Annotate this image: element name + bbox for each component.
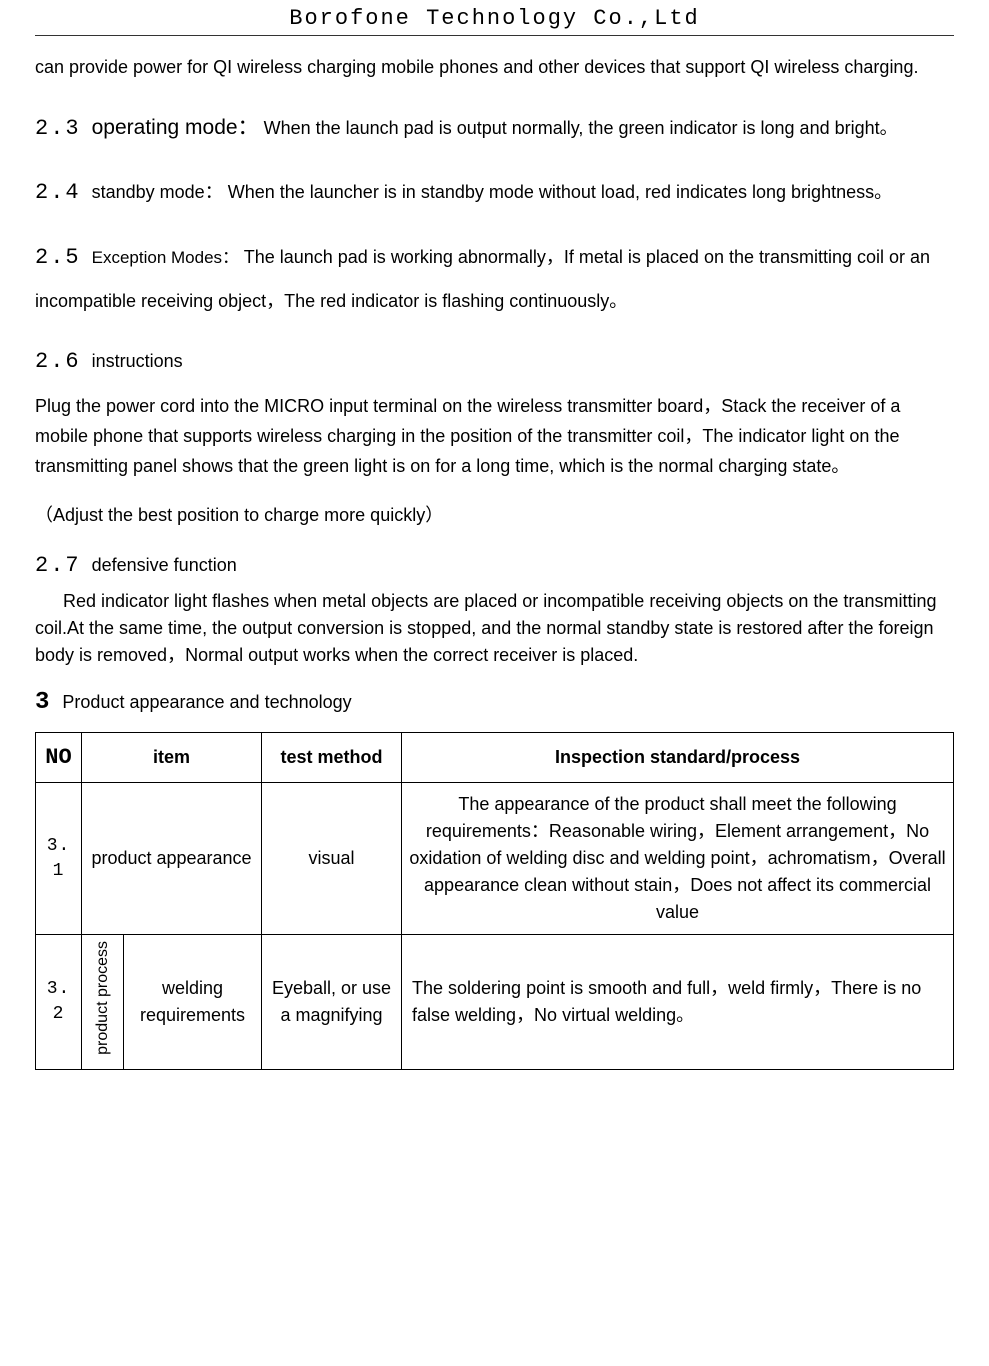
section-body-2-6: Plug the power cord into the MICRO input… <box>35 392 954 481</box>
table-header-standard: Inspection standard/process <box>402 733 954 783</box>
section-body-2-7: Red indicator light flashes when metal o… <box>35 588 954 669</box>
table-cell-no-3-2: 3. 2 <box>36 935 82 1070</box>
section-2-6-header: 2.6 instructions <box>35 338 954 386</box>
table-header-item: item <box>82 733 262 783</box>
section-title-3: Product appearance and technology <box>62 692 351 712</box>
table-header-row: NO item test method Inspection standard/… <box>36 733 954 783</box>
section-title-2-4: standby mode： <box>92 182 223 202</box>
vertical-product-process: product process <box>93 937 112 1059</box>
table-cell-item-3-1: product appearance <box>82 783 262 935</box>
table-cell-method-3-2: Eyeball, or use a magnifying <box>262 935 402 1070</box>
table-cell-standard-3-1: The appearance of the product shall meet… <box>402 783 954 935</box>
section-number-2-6: 2.6 <box>35 349 81 374</box>
section-note-2-6: （Adjust the best position to charge more… <box>35 501 954 527</box>
section-title-2-3: operating mode： <box>92 116 259 139</box>
section-title-2-5: Exception Modes： <box>92 248 239 267</box>
table-header-no: NO <box>36 733 82 783</box>
intro-paragraph: can provide power for QI wireless chargi… <box>35 54 954 81</box>
section-number-2-4: 2.4 <box>35 180 81 205</box>
company-header: Borofone Technology Co.,Ltd <box>35 0 954 36</box>
section-2-3: 2.3 operating mode： When the launch pad … <box>35 105 954 153</box>
table-row: 3. 2 product process welding requirement… <box>36 935 954 1070</box>
section-body-2-3: When the launch pad is output normally, … <box>264 118 898 138</box>
section-number-2-3: 2.3 <box>35 116 81 141</box>
section-title-2-6: instructions <box>92 351 183 371</box>
table-cell-method-3-1: visual <box>262 783 402 935</box>
section-3-header: 3 Product appearance and technology <box>35 689 954 716</box>
section-number-2-7: 2.7 <box>35 553 81 578</box>
table-cell-subitem-3-2: welding requirements <box>124 935 262 1070</box>
section-title-2-7: defensive function <box>92 555 237 575</box>
table-row: 3. 1 product appearance visual The appea… <box>36 783 954 935</box>
table-cell-standard-3-2: The soldering point is smooth and full，w… <box>402 935 954 1070</box>
inspection-table: NO item test method Inspection standard/… <box>35 732 954 1070</box>
section-number-3: 3 <box>35 689 51 716</box>
section-number-2-5: 2.5 <box>35 245 81 270</box>
section-2-5: 2.5 Exception Modes： The launch pad is w… <box>35 234 954 322</box>
section-body-2-4: When the launcher is in standby mode wit… <box>228 182 892 202</box>
table-cell-vertical-label: product process <box>82 935 124 1070</box>
table-cell-no-3-1: 3. 1 <box>36 783 82 935</box>
table-header-method: test method <box>262 733 402 783</box>
section-2-7-header: 2.7 defensive function <box>35 549 954 582</box>
section-2-4: 2.4 standby mode： When the launcher is i… <box>35 169 954 217</box>
